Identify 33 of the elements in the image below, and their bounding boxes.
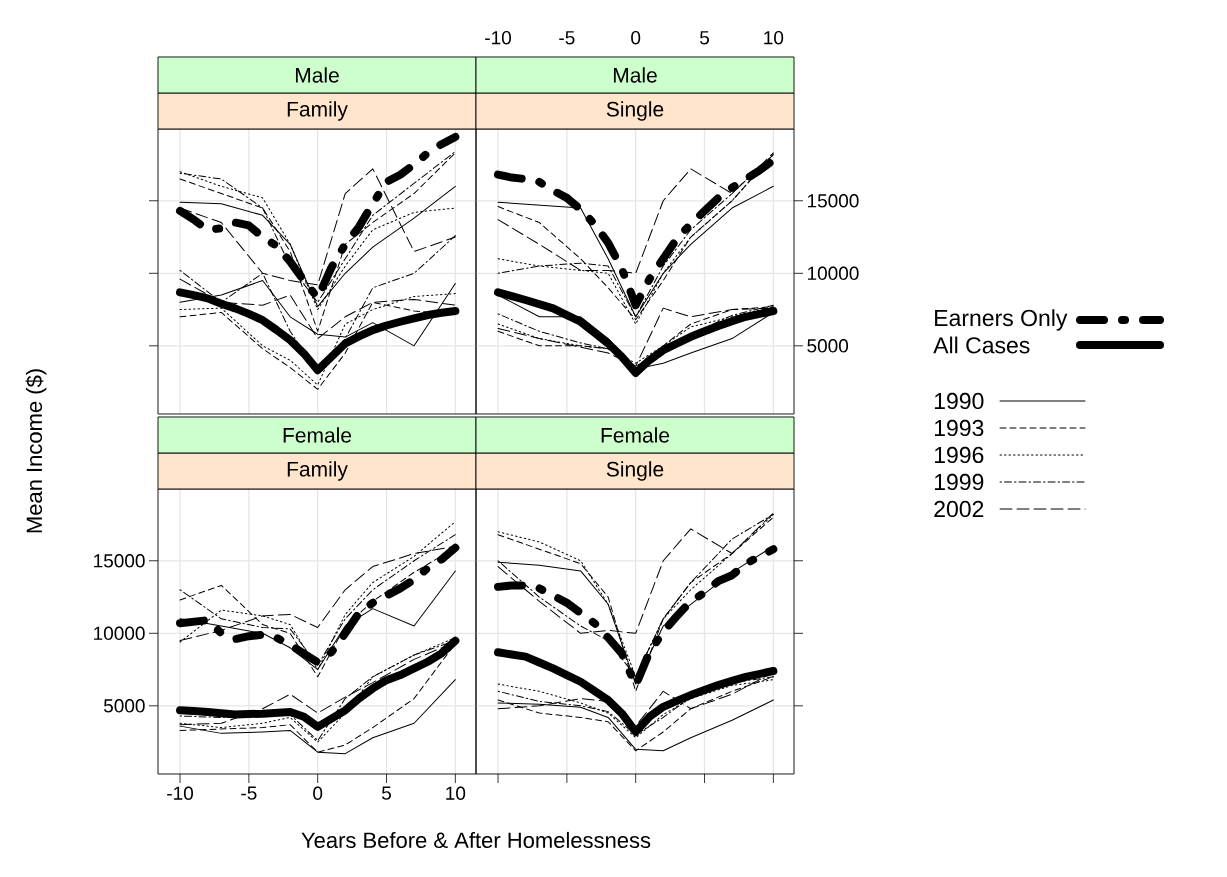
- chart-subtitle: Family: [287, 101, 348, 121]
- chart-title: Male: [295, 67, 339, 83]
- x-tick-label: 0: [631, 31, 641, 45]
- x-tick-label: -10: [485, 31, 512, 45]
- y-tick-label: 5000: [103, 699, 145, 713]
- x-tick-label: 10: [764, 31, 784, 45]
- x-tick-label: 10: [446, 786, 466, 800]
- y-tick-label: 10000: [807, 266, 859, 281]
- chart-subtitle: Family: [287, 461, 348, 481]
- legend-label: All Cases: [933, 336, 1030, 354]
- legend-label: 1993: [934, 419, 984, 437]
- x-tick-label: 0: [313, 786, 323, 800]
- legend-label: 1996: [934, 446, 984, 464]
- x-tick-label: 5: [381, 786, 392, 800]
- chart-subtitle: Single: [606, 461, 664, 481]
- chart-subtitle: Single: [606, 101, 664, 121]
- y-tick-label: 15000: [94, 554, 145, 568]
- y-tick-label: 15000: [807, 194, 859, 208]
- chart-title: Male: [613, 67, 657, 83]
- legend-label: 1990: [934, 392, 984, 410]
- x-tick-label: -5: [241, 786, 257, 800]
- x-axis-title: Years Before & After Homelessness: [301, 831, 651, 849]
- x-tick-label: -5: [559, 31, 575, 45]
- legend-label: 2002: [934, 500, 984, 518]
- y-tick-label: 5000: [807, 339, 849, 353]
- legend-label: Earners Only: [935, 309, 1068, 331]
- chart-title: Female: [601, 427, 670, 443]
- chart-title: Female: [283, 427, 352, 443]
- y-axis-title: Mean Income ($): [25, 369, 47, 533]
- x-tick-label: -10: [167, 786, 194, 800]
- legend-label: 1999: [934, 473, 984, 491]
- x-tick-label: 5: [699, 31, 710, 45]
- y-tick-label: 10000: [94, 626, 145, 641]
